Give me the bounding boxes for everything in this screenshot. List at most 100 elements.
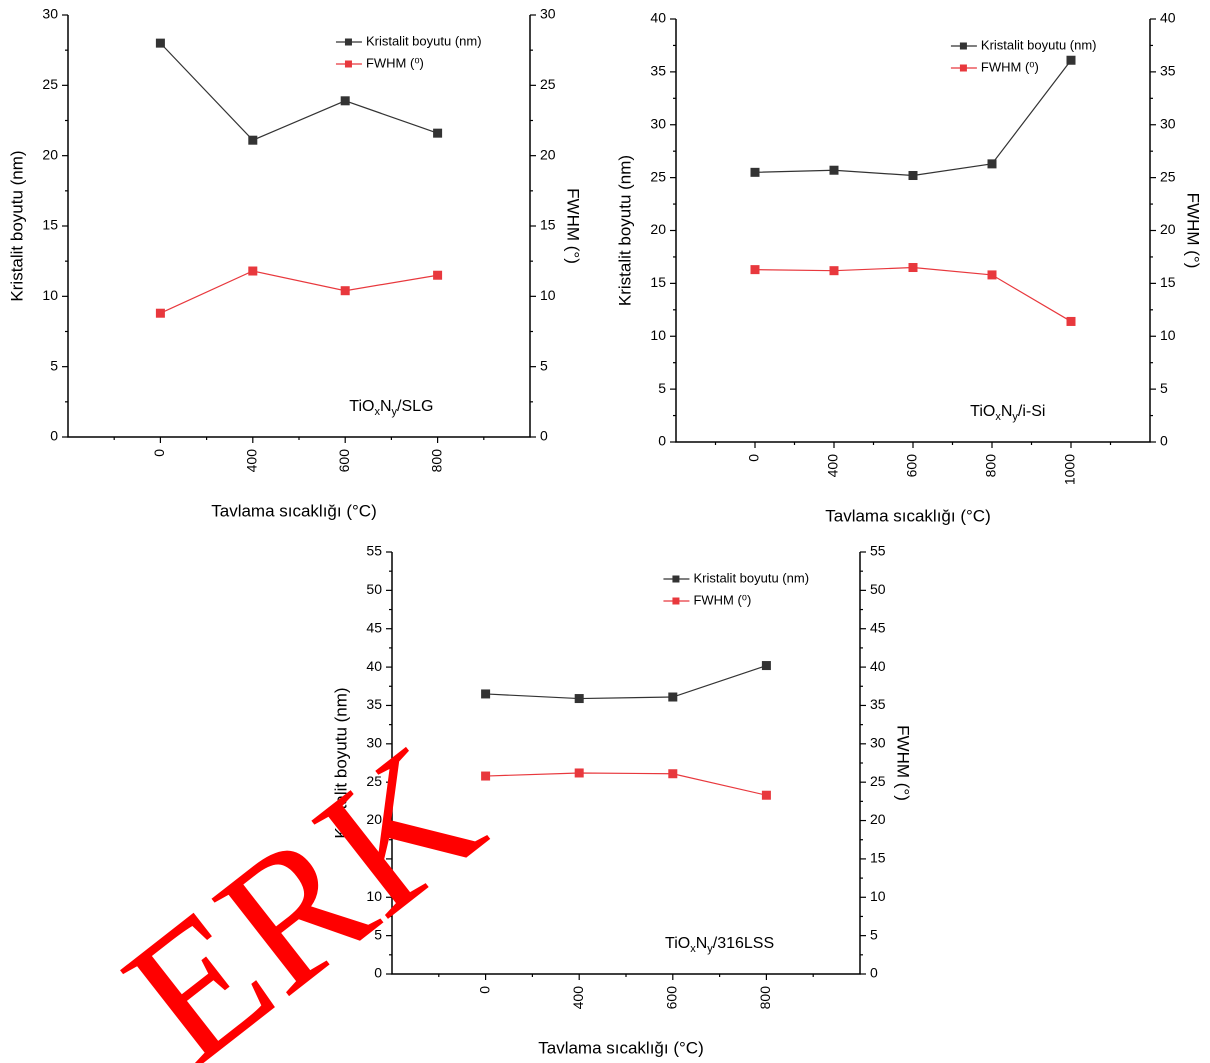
y2-tick-label: 10 [870,888,886,904]
y-tick-label: 20 [42,146,58,162]
x-tick-label: 0 [746,454,762,462]
annotation-part: x [995,411,1001,423]
annotation-part: TiO [665,935,690,952]
y2-tick-label: 15 [540,217,556,233]
y-tick-label: 10 [42,287,58,303]
y-tick-label: 25 [650,168,666,184]
marker [761,790,771,800]
x-tick-label: 400 [244,449,260,473]
annotation-part: y [707,943,713,955]
x-tick-label: 0 [151,449,167,457]
marker [481,689,491,699]
marker [908,263,918,273]
y2-tick-label: 20 [1160,221,1176,237]
legend-label: FWHM (⁰) [693,592,751,607]
annotation-part: TiO [970,403,995,420]
y-axis-title: Kristalit boyutu (nm) [615,155,634,306]
y2-tick-label: 30 [870,735,886,751]
marker [481,771,491,781]
marker [155,38,165,48]
marker [750,265,760,275]
x-tick-label: 800 [757,986,773,1010]
axis-lines [675,19,1151,443]
y-tick-label: 45 [366,619,382,635]
x-tick-label: 400 [825,454,841,478]
marker [1066,55,1076,65]
legend-marker [959,42,967,50]
marker [574,694,584,704]
y-tick-label: 20 [650,221,666,237]
y-tick-label: 35 [366,696,382,712]
y-tick-label: 30 [42,6,58,22]
y2-tick-label: 10 [1160,327,1176,343]
marker [433,270,443,280]
x-axis-title: Tavlama sıcaklığı (°C) [211,501,377,520]
y-tick-label: 10 [650,327,666,343]
legend-label: FWHM (⁰) [366,55,424,70]
legend-marker [344,38,352,46]
series-line [485,772,767,796]
x-tick-label: 400 [570,986,586,1010]
axis-lines [67,15,531,438]
y-tick-label: 50 [366,581,382,597]
y-tick-label: 0 [658,433,666,449]
y2-tick-label: 25 [1160,168,1176,184]
y2-tick-label: 5 [870,926,878,942]
y2-tick-label: 25 [540,76,556,92]
x-tick-label: 600 [664,986,680,1010]
series-line [754,266,1072,322]
marker [155,308,165,318]
annotation-part: N [1001,403,1013,420]
legend-marker [344,60,352,68]
annotation: TiOxNy/i-Si [970,403,1045,423]
marker [340,96,350,106]
marker [761,661,771,671]
marker [248,135,258,145]
y2-tick-label: 5 [540,357,548,373]
y2-tick-label: 45 [870,619,886,635]
x-tick-label: 1000 [1062,454,1078,485]
annotation-part: y [392,406,398,418]
watermark: ERK [89,705,518,1063]
y2-tick-label: 25 [870,773,886,789]
y-tick-label: 30 [650,115,666,131]
y-tick-label: 0 [374,965,382,981]
annotation-part: /316LSS [713,935,774,952]
annotation-part: x [374,406,380,418]
x-axis-title: Tavlama sıcaklığı (°C) [825,506,991,525]
y2-tick-label: 40 [870,658,886,674]
y-tick-label: 0 [50,428,58,444]
y2-tick-label: 20 [870,811,886,827]
legend-label: FWHM (⁰) [981,59,1039,74]
marker [248,266,258,276]
x-axis-title: Tavlama sıcaklığı (°C) [538,1038,704,1057]
y2-tick-label: 10 [540,287,556,303]
annotation-part: /SLG [397,398,433,415]
y-tick-label: 15 [650,274,666,290]
y-tick-label: 15 [42,217,58,233]
annotation: TiOxNy/316LSS [665,935,774,955]
annotation-part: N [380,398,392,415]
y2-tick-label: 0 [540,428,548,444]
y-tick-label: 40 [650,10,666,26]
legend-label: Kristalit boyutu (nm) [981,37,1097,52]
y-tick-label: 20 [366,811,382,827]
y2-tick-label: 40 [1160,10,1176,26]
y-tick-label: 10 [366,888,382,904]
y-tick-label: 55 [366,543,382,559]
y2-axis-title: FWHM (°) [894,725,913,801]
y-tick-label: 5 [374,926,382,942]
x-tick-label: 600 [336,449,352,473]
annotation: TiOxNy/SLG [349,398,433,418]
y2-tick-label: 50 [870,581,886,597]
x-tick-label: 800 [428,449,444,473]
marker [829,266,839,276]
marker [668,692,678,702]
annotation-part: y [1012,411,1018,423]
series-line [485,664,767,700]
y2-axis-title: FWHM (°) [564,188,583,264]
x-tick-label: 600 [904,454,920,478]
legend-label: Kristalit boyutu (nm) [366,33,482,48]
x-tick-label: 800 [983,454,999,478]
